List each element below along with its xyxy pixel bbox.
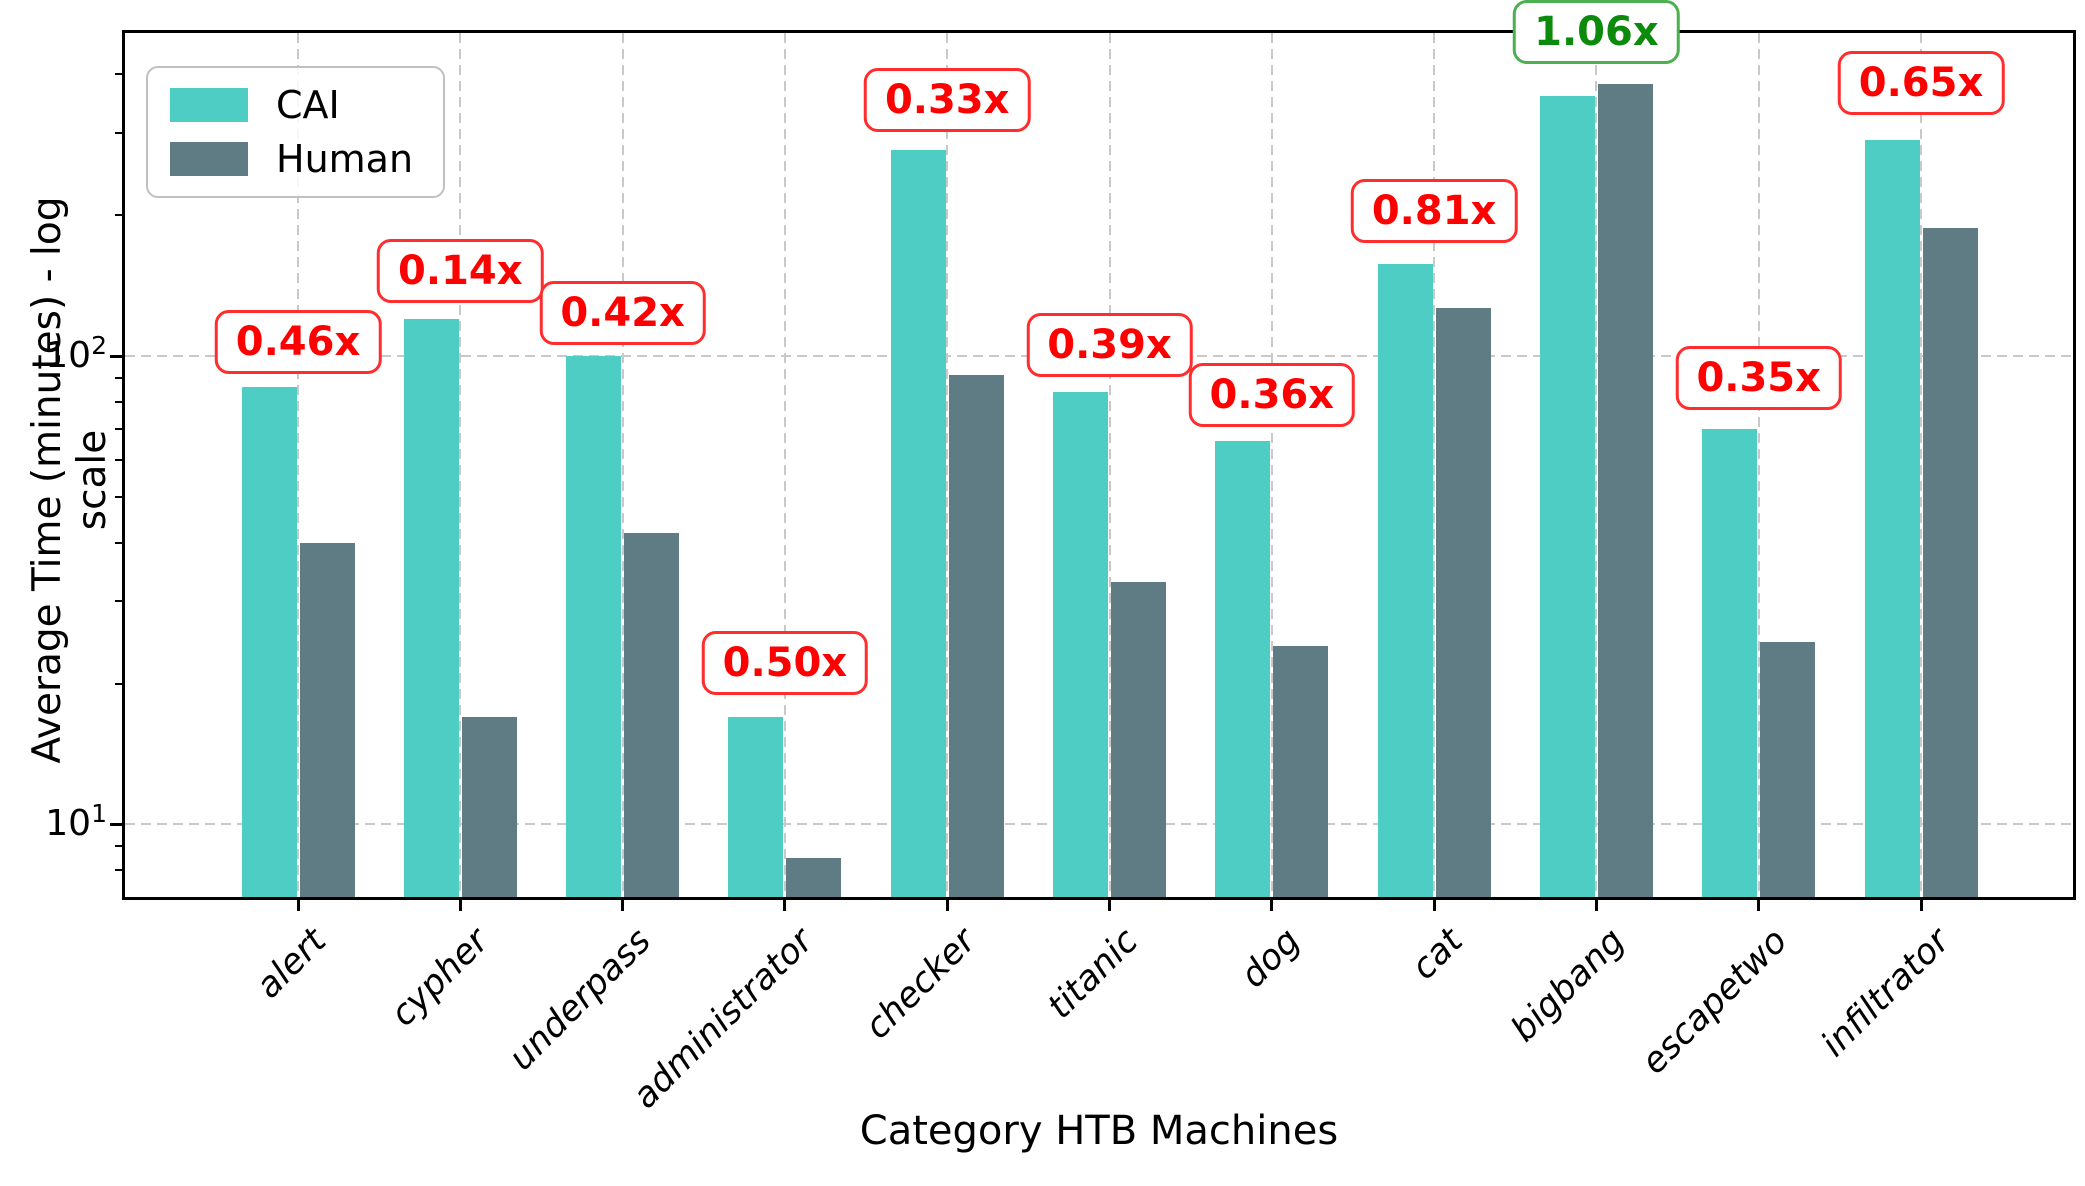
x-tick-dog [1270,897,1274,911]
y-tick-label-10e2: 102 [45,331,107,377]
x-tick-administrator [783,897,787,911]
bar-cai-administrator [728,716,784,897]
y-minor-tick-30 [115,600,125,603]
bar-human-bigbang [1597,83,1653,897]
ratio-annotation-cat: 0.81x [1350,179,1518,243]
v-gridline-bigbang [1595,33,1598,897]
v-gridline-dog [1270,33,1273,897]
x-tick-escapetwo [1757,897,1761,911]
y-minor-tick-8 [115,868,125,871]
v-gridline-administrator [783,33,786,897]
ratio-annotation-bigbang: 1.06x [1513,0,1680,64]
v-gridline-titanic [1108,33,1111,897]
ratio-annotation-escapetwo: 0.35x [1675,346,1842,410]
ratio-annotation-infiltrator: 0.65x [1837,51,2005,115]
bar-cai-cat [1377,264,1433,897]
y-minor-tick-9 [115,844,125,847]
ratio-annotation-alert: 0.46x [214,310,382,374]
y-minor-tick-90 [115,376,125,379]
y-minor-tick-60 [115,459,125,462]
y-tick-label-10e1: 101 [45,799,107,845]
x-tick-label-checker: checker [857,921,984,1048]
bar-human-administrator [786,857,842,897]
ratio-annotation-titanic: 0.39x [1026,313,1193,377]
x-tick-alert [296,897,300,911]
bar-cai-titanic [1053,391,1108,897]
legend-label-cai: CAI [276,83,340,127]
bar-cai-escapetwo [1702,428,1758,897]
cai-color-swatch [170,88,248,122]
bar-human-underpass [624,532,680,897]
bar-human-cypher [461,716,517,897]
bar-cai-bigbang [1539,95,1595,897]
bar-human-escapetwo [1760,642,1816,897]
legend: CAI Human [146,66,446,198]
x-tick-underpass [621,897,625,911]
legend-label-human: Human [276,137,414,181]
bar-human-titanic [1111,581,1166,897]
bar-human-alert [299,542,355,897]
x-tick-label-infiltrator: infiltrator [1813,921,1958,1065]
x-axis-title: Category HTB Machines [859,1108,1339,1154]
ratio-annotation-underpass: 0.42x [539,281,706,345]
bar-human-dog [1273,646,1329,897]
x-tick-label-escapetwo: escapetwo [1633,921,1795,1083]
bar-human-checker [948,375,1004,897]
bar-cai-underpass [566,356,622,897]
x-tick-label-cypher: cypher [383,921,497,1035]
x-tick-label-bigbang: bigbang [1503,921,1633,1050]
y-major-tick-10e1 [110,822,125,826]
x-tick-infiltrator [1919,897,1923,911]
x-tick-label-alert: alert [248,921,335,1007]
bar-human-infiltrator [1922,227,1978,897]
bar-cai-dog [1215,440,1271,897]
y-minor-tick-50 [115,496,125,499]
x-tick-cat [1432,897,1436,911]
x-tick-label-titanic: titanic [1039,921,1146,1027]
x-tick-label-underpass: underpass [501,921,659,1079]
v-gridline-checker [946,33,949,897]
bar-cai-alert [241,386,297,897]
y-minor-tick-300 [115,131,125,134]
y-minor-tick-80 [115,400,125,403]
y-minor-tick-200 [115,214,125,217]
y-axis-title: Average Time (minutes) - log scale [25,196,115,764]
legend-item-cai: CAI [170,86,413,124]
ratio-annotation-dog: 0.36x [1188,363,1356,427]
v-gridline-cat [1433,33,1436,897]
y-major-tick-10e2 [110,354,125,358]
x-tick-cypher [458,897,462,911]
ratio-annotation-cypher: 0.14x [377,239,544,303]
bar-human-cat [1435,307,1491,897]
bar-cai-checker [890,150,946,897]
ratio-annotation-checker: 0.33x [863,68,1031,132]
y-minor-tick-40 [115,541,125,544]
x-tick-checker [945,897,949,911]
v-gridline-escapetwo [1757,33,1760,897]
human-color-swatch [170,142,248,176]
v-gridline-cypher [459,33,462,897]
y-minor-tick-20 [115,682,125,685]
legend-item-human: Human [170,140,413,178]
x-tick-titanic [1108,897,1111,911]
v-gridline-underpass [621,33,624,897]
v-gridline-alert [297,33,299,897]
x-tick-label-dog: dog [1233,921,1309,996]
y-minor-tick-400 [115,73,125,76]
bar-cai-infiltrator [1864,139,1920,897]
ratio-annotation-administrator: 0.50x [701,631,869,695]
x-tick-bigbang [1594,897,1598,911]
plot-area [125,33,2073,897]
y-minor-tick-70 [115,427,125,430]
x-tick-label-cat: cat [1403,921,1471,988]
bar-cai-cypher [403,319,459,897]
v-gridline-infiltrator [1920,33,1922,897]
